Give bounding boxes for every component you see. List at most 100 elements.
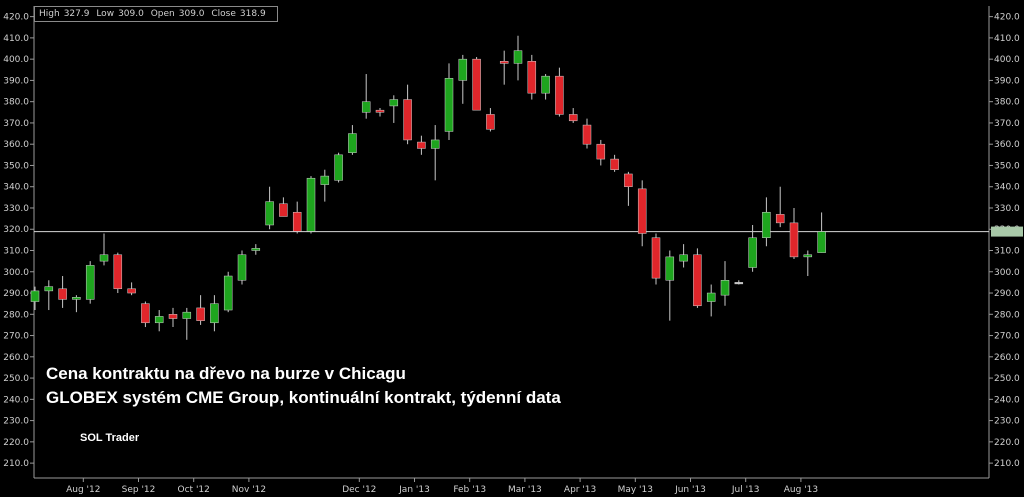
high-label: High bbox=[39, 9, 60, 19]
candle bbox=[748, 224, 757, 272]
y-tick-label-left: 320.0 bbox=[3, 225, 29, 235]
candle-body bbox=[85, 265, 95, 300]
candle-body bbox=[237, 254, 247, 281]
candle-body bbox=[748, 237, 757, 268]
candle-body bbox=[803, 254, 813, 258]
x-tick-label: Aug '12 bbox=[66, 485, 100, 495]
candle bbox=[99, 233, 109, 266]
candle-body bbox=[762, 211, 771, 238]
y-tick-label-right: 370.0 bbox=[994, 119, 1020, 129]
y-axis-right: 210.0 220.0 230.0 240.0 250.0 260.0 270.0 280.0… bbox=[989, 13, 1020, 469]
y-tick-label-left: 340.0 bbox=[3, 183, 29, 193]
y-tick-label-left: 390.0 bbox=[3, 76, 29, 86]
y-tick-label-right: 350.0 bbox=[994, 161, 1020, 171]
y-tick-label-right: 400.0 bbox=[994, 55, 1020, 65]
candle-body bbox=[196, 307, 205, 321]
candle bbox=[527, 54, 537, 100]
candle-body bbox=[693, 254, 702, 307]
candle bbox=[693, 248, 702, 308]
candle-body bbox=[210, 303, 219, 324]
candle bbox=[58, 276, 67, 308]
candle bbox=[72, 295, 81, 313]
y-tick-label-left: 220.0 bbox=[3, 438, 29, 448]
candle-body bbox=[582, 124, 592, 145]
candle-body bbox=[223, 275, 233, 311]
candle-body bbox=[734, 282, 744, 285]
y-tick-label-right: 390.0 bbox=[994, 76, 1020, 86]
y-tick-label-right: 220.0 bbox=[994, 438, 1020, 448]
candle bbox=[789, 207, 799, 260]
candle bbox=[720, 261, 730, 306]
candle bbox=[679, 244, 688, 268]
y-tick-label-left: 210.0 bbox=[3, 459, 29, 469]
candle-body bbox=[348, 133, 357, 153]
candle bbox=[486, 108, 495, 132]
y-axis-left: 210.0 220.0 230.0 240.0 250.0 260.0 270.0 280.0… bbox=[3, 13, 34, 469]
candle bbox=[361, 74, 371, 119]
candle bbox=[196, 295, 205, 325]
candle bbox=[706, 284, 716, 317]
candle bbox=[141, 301, 150, 328]
candle bbox=[430, 125, 440, 181]
x-tick-label: Jan '13 bbox=[398, 485, 430, 495]
candle-body bbox=[610, 158, 619, 170]
candle bbox=[610, 154, 619, 172]
candle-body bbox=[651, 237, 661, 279]
candle bbox=[168, 307, 178, 328]
x-tick-label: Oct '12 bbox=[178, 485, 210, 495]
candle bbox=[306, 176, 316, 234]
y-tick-label-right: 290.0 bbox=[994, 289, 1020, 299]
candle-body bbox=[596, 143, 606, 160]
y-tick-label-right: 360.0 bbox=[994, 140, 1020, 150]
candle bbox=[223, 271, 233, 313]
brand-label: SOL Trader bbox=[80, 432, 140, 444]
candle-body bbox=[182, 311, 192, 319]
low-value: 309.0 bbox=[118, 9, 144, 19]
x-tick-label: Jul '13 bbox=[731, 485, 760, 495]
y-tick-label-right: 230.0 bbox=[994, 417, 1020, 427]
candle-body bbox=[141, 303, 150, 324]
current-price-line bbox=[34, 226, 1023, 237]
candle-body bbox=[44, 286, 54, 292]
x-axis: Aug '12 Sep '12 Oct '12 Nov '12 Dec '12 Jan '… bbox=[66, 478, 818, 495]
x-tick-label: Jun '13 bbox=[674, 485, 706, 495]
candle-body bbox=[375, 109, 385, 113]
candle bbox=[762, 197, 771, 247]
candle bbox=[292, 201, 302, 234]
chart-caption-title: Cena kontraktu na dřevo na burze v Chica… bbox=[46, 364, 406, 383]
y-tick-label-left: 310.0 bbox=[3, 247, 29, 257]
y-tick-label-left: 420.0 bbox=[3, 13, 29, 23]
candle-body bbox=[568, 114, 578, 122]
candle-body bbox=[679, 254, 688, 262]
candle bbox=[279, 197, 288, 217]
candle bbox=[154, 310, 164, 332]
open-value: 309.0 bbox=[178, 9, 205, 19]
ohlc-info-box: High 327.9 Low 309.0 Open 309.0 Close 318.9 bbox=[34, 6, 278, 22]
x-tick-label: Nov '12 bbox=[232, 485, 266, 495]
candle-body bbox=[637, 188, 647, 234]
candle bbox=[541, 74, 550, 100]
candle bbox=[348, 125, 357, 155]
x-tick-label: Sep '12 bbox=[122, 485, 156, 495]
x-tick-label: Aug '13 bbox=[784, 485, 818, 495]
x-tick-label: Dec '12 bbox=[342, 485, 376, 495]
candle bbox=[499, 50, 509, 85]
y-tick-label-right: 210.0 bbox=[994, 459, 1020, 469]
candle bbox=[127, 282, 136, 296]
candle-body bbox=[624, 173, 633, 187]
y-tick-label-right: 300.0 bbox=[994, 268, 1020, 278]
y-tick-label-left: 230.0 bbox=[3, 417, 29, 427]
candle-body bbox=[486, 114, 495, 130]
y-tick-label-right: 240.0 bbox=[994, 395, 1020, 405]
candles bbox=[30, 35, 826, 340]
y-tick-label-right: 330.0 bbox=[994, 204, 1020, 214]
candle-body bbox=[817, 231, 826, 253]
candle-body bbox=[665, 256, 675, 281]
y-tick-label-right: 280.0 bbox=[994, 310, 1020, 320]
y-tick-label-left: 400.0 bbox=[3, 55, 29, 65]
candle-body bbox=[789, 222, 799, 258]
candle-body bbox=[127, 288, 136, 294]
x-tick-label: May '13 bbox=[618, 485, 653, 495]
y-tick-label-left: 360.0 bbox=[3, 140, 29, 150]
